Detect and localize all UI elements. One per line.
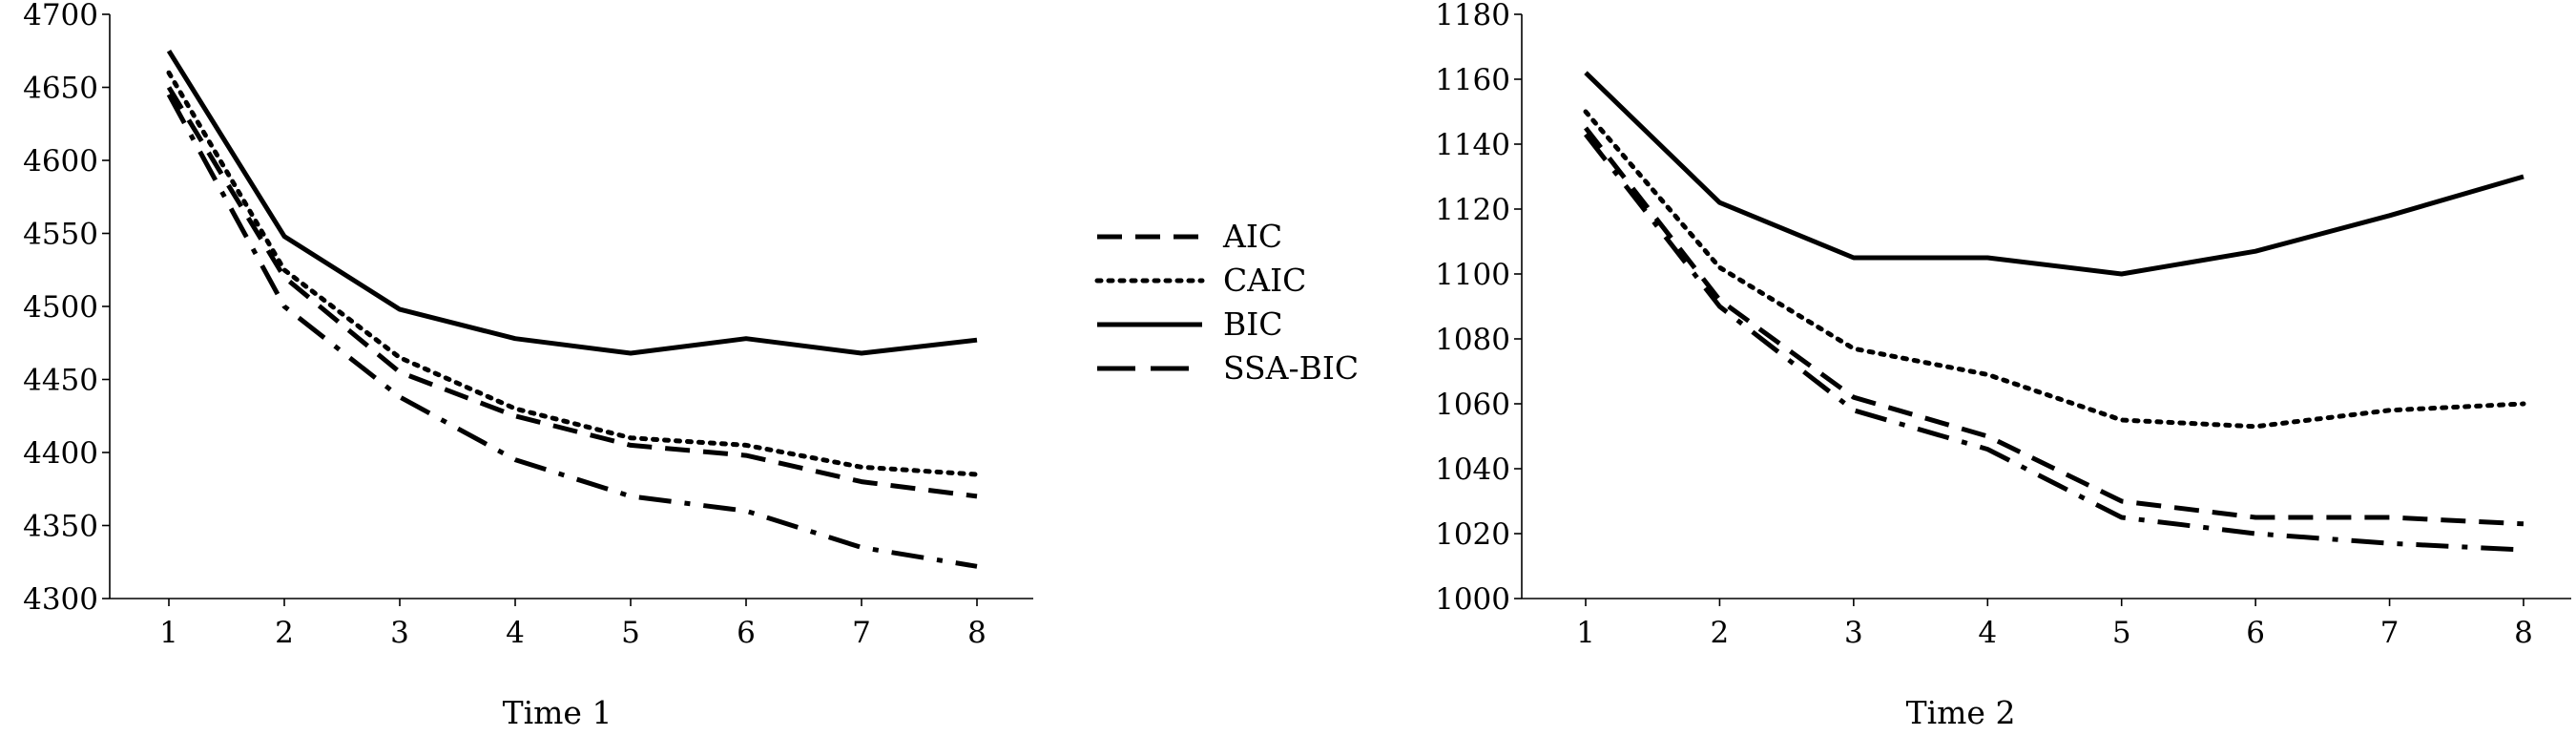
y-tick-label: 1160 bbox=[1435, 63, 1510, 97]
y-tick-label: 4500 bbox=[23, 290, 98, 325]
series-line-aic bbox=[166, 86, 978, 499]
x-tick-label: 1 bbox=[1576, 616, 1595, 650]
y-tick-label: 1080 bbox=[1435, 323, 1510, 357]
legend-label: CAIC bbox=[1223, 262, 1306, 299]
y-tick-label: 4350 bbox=[23, 510, 98, 544]
x-tick-label: 1 bbox=[159, 616, 178, 650]
y-tick-label: 1140 bbox=[1435, 128, 1510, 162]
legend-label: BIC bbox=[1223, 305, 1283, 343]
x-tick-label: 7 bbox=[2380, 616, 2399, 650]
x-axis-label: Time 1 bbox=[503, 694, 613, 731]
y-tick-label: 1100 bbox=[1435, 258, 1510, 292]
y-tick-label: 1040 bbox=[1435, 452, 1510, 487]
series-line-aic bbox=[1584, 126, 2524, 527]
x-tick-label: 6 bbox=[737, 616, 756, 650]
x-tick-label: 6 bbox=[2246, 616, 2265, 650]
x-tick-label: 2 bbox=[1711, 616, 1730, 650]
y-tick-label: 1060 bbox=[1435, 388, 1510, 422]
x-tick-label: 2 bbox=[275, 616, 294, 650]
series-line-bic bbox=[166, 49, 978, 356]
legend-label: SSA-BIC bbox=[1223, 349, 1359, 387]
legend-label: AIC bbox=[1222, 218, 1282, 255]
y-tick-label: 4450 bbox=[23, 364, 98, 398]
y-tick-label: 4650 bbox=[23, 72, 98, 106]
x-axis-label: Time 2 bbox=[1906, 694, 2016, 731]
series-line-caic bbox=[1583, 109, 2526, 430]
y-tick-label: 4300 bbox=[23, 582, 98, 617]
y-tick-label: 4600 bbox=[23, 144, 98, 179]
x-tick-label: 4 bbox=[1978, 616, 1997, 650]
y-tick-label: 4400 bbox=[23, 436, 98, 471]
series-line-caic bbox=[166, 70, 980, 477]
series-line-bic bbox=[1584, 71, 2524, 277]
x-tick-label: 4 bbox=[506, 616, 525, 650]
y-tick-label: 1020 bbox=[1435, 517, 1510, 552]
y-tick-label: 1180 bbox=[1435, 0, 1510, 32]
x-tick-label: 7 bbox=[852, 616, 871, 650]
y-tick-label: 1000 bbox=[1435, 582, 1510, 617]
series-line-ssa-bic bbox=[1584, 133, 2524, 553]
x-tick-label: 5 bbox=[621, 616, 640, 650]
x-tick-label: 5 bbox=[2112, 616, 2131, 650]
chart-time-2: 1000 1020 1040 1060 1080 1100 1120 1140 1160 1180… bbox=[1435, 0, 2571, 731]
x-tick-label: 3 bbox=[390, 616, 409, 650]
x-tick-label: 8 bbox=[2514, 616, 2533, 650]
y-tick-label: 1120 bbox=[1435, 193, 1510, 227]
x-tick-label: 8 bbox=[967, 616, 987, 650]
legend: AIC CAIC BIC SSA-BIC bbox=[1094, 218, 1359, 387]
x-tick-label: 3 bbox=[1844, 616, 1863, 650]
chart-time-1: 4300 4350 4400 4450 4500 4550 4600 4650 4700 1 2 3 4… bbox=[23, 0, 1033, 731]
series-line-ssa-bic bbox=[166, 93, 978, 569]
y-tick-label: 4550 bbox=[23, 218, 98, 252]
y-tick-label: 4700 bbox=[23, 0, 98, 32]
